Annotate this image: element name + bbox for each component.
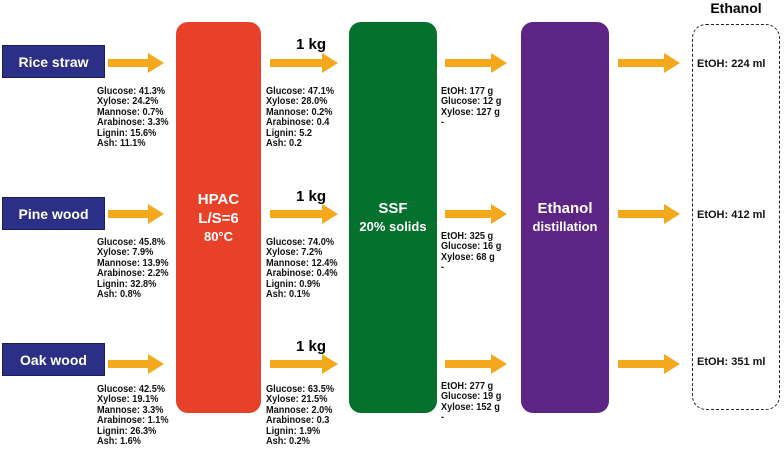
pretreated-composition-rice-straw: Glucose: 47.1% Xylose: 28.0% Mannose: 0.2%… [266,86,335,149]
hpac-pretreatment-block: HPAC L/S=6 80°C [176,22,261,413]
arrow-pine-distillation-to-ethanol [618,204,680,224]
arrow-oak-ssf-to-distillation [445,354,507,374]
ssf-block: SSF 20% solids [349,22,437,413]
arrow-pine-ssf-to-distillation [445,204,507,224]
arrow-oak-distillation-to-ethanol [618,354,680,374]
raw-composition-oak-wood: Glucose: 42.5% Xylose: 19.1% Mannose: 3.3%… [97,384,169,447]
ssf-output-oak-wood: EtOH: 277 g Glucose: 19 g Xylose: 152 g- [441,381,502,424]
raw-composition-pine-wood: Glucose: 45.8% Xylose: 7.9% Mannose: 13.9%… [97,237,169,300]
pretreated-mass-rice-straw: 1 kg [295,36,326,53]
arrow-pine-to-hpac [108,204,164,224]
ethanol-yield-oak-wood: EtOH: 351 ml [697,356,766,368]
arrow-rice-distillation-to-ethanol [618,53,680,73]
ethanol-output-box [692,24,780,410]
arrow-oak-hpac-to-ssf [270,354,338,374]
feed-pine-wood: Pine wood [2,197,105,230]
ethanol-yield-rice-straw: EtOH: 224 ml [697,58,766,70]
feed-rice-straw: Rice straw [2,45,105,78]
ethanol-yield-pine-wood: EtOH: 412 ml [697,209,766,221]
ssf-output-pine-wood: EtOH: 325 g Glucose: 16 g Xylose: 68 g- [441,231,502,274]
pretreated-mass-oak-wood: 1 kg [295,338,326,355]
pretreated-composition-oak-wood: Glucose: 63.5% Xylose: 21.5% Mannose: 2.0%… [266,384,335,447]
ethanol-output-title: Ethanol [710,0,762,16]
ethanol-distillation-block: Ethanol distillation [521,22,609,413]
arrow-pine-hpac-to-ssf [270,204,338,224]
arrow-rice-to-hpac [108,53,164,73]
arrow-rice-ssf-to-distillation [445,53,507,73]
ssf-output-rice-straw: EtOH: 177 g Glucose: 12 g Xylose: 127 g- [441,86,502,129]
feed-oak-wood: Oak wood [2,343,105,376]
arrow-oak-to-hpac [108,354,164,374]
pretreated-mass-pine-wood: 1 kg [295,188,326,205]
arrow-rice-hpac-to-ssf [270,53,338,73]
raw-composition-rice-straw: Glucose: 41.3% Xylose: 24.2% Mannose: 0.7%… [97,86,169,149]
pretreated-composition-pine-wood: Glucose: 74.0% Xylose: 7.2% Mannose: 12.4%… [266,237,338,300]
